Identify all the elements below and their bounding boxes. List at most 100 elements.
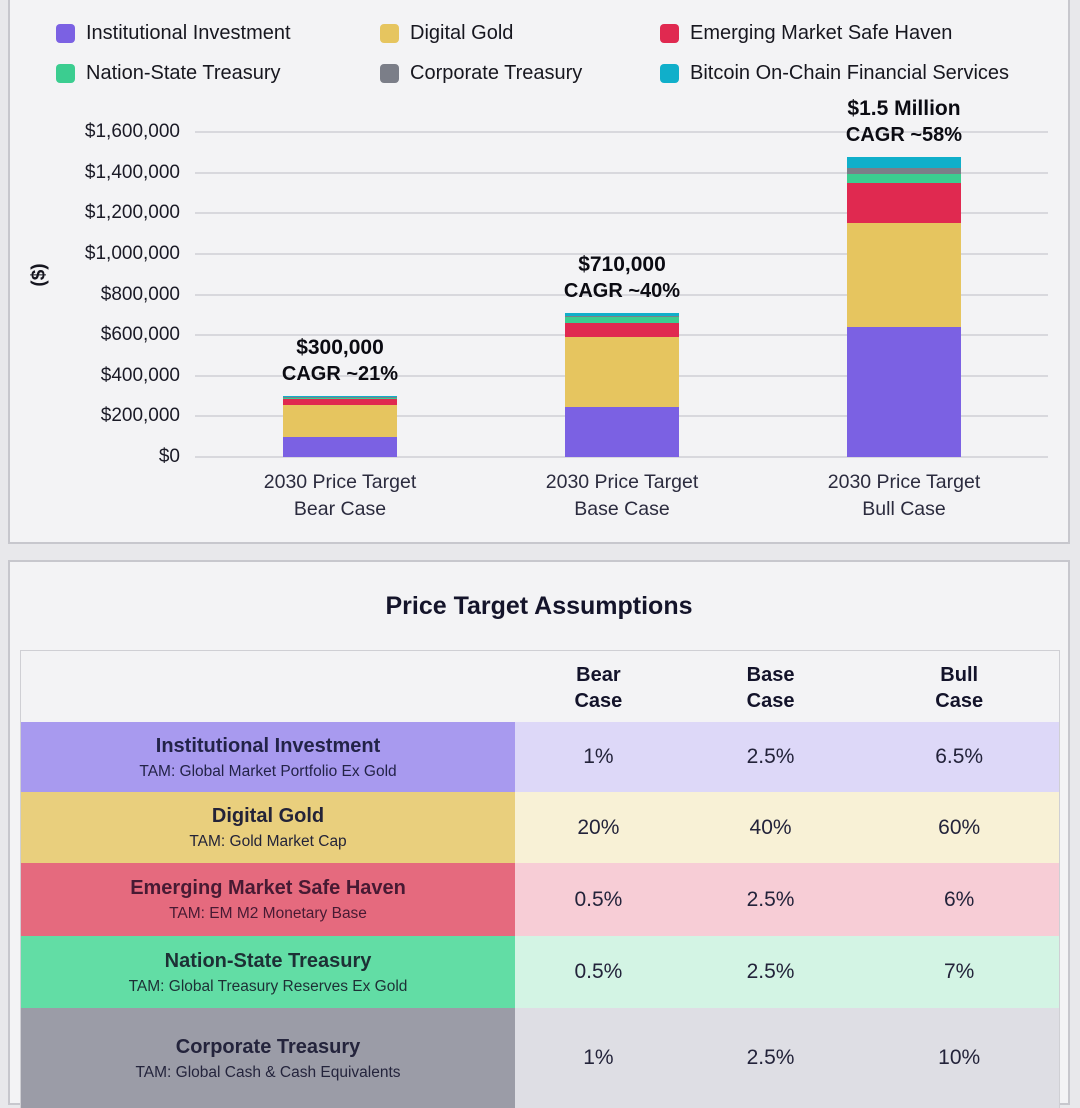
gridline: [195, 293, 1048, 296]
legend-swatch-icon: [380, 23, 399, 43]
gridline: [195, 456, 1048, 458]
row-value-cell: 40%: [681, 792, 860, 863]
row-title: Nation-State Treasury: [164, 949, 372, 972]
y-axis-tick-label: $1,200,000: [84, 202, 180, 224]
x-label-line1: 2030 Price Target: [827, 471, 981, 493]
y-axis-tick-label: $800,000: [100, 283, 180, 305]
legend-swatch-icon: [380, 63, 399, 83]
x-axis-category-label: 2030 Price Target Bull Case: [754, 469, 1054, 523]
bar-segment: [565, 316, 679, 318]
assumptions-panel: Price Target Assumptions Bear Case Base Cas…: [8, 560, 1070, 1108]
row-value-cell: 2.5%: [681, 722, 860, 792]
table-row: Corporate Treasury TAM: Global Cash & Cas…: [21, 1008, 1059, 1108]
bar-annotation: $1.5 Million CAGR ~58%: [754, 95, 1054, 148]
assumptions-table: Bear Case Base Case Bull Case Institutional In…: [20, 650, 1060, 1108]
legend-label: Emerging Market Safe Haven: [690, 21, 953, 44]
row-title: Corporate Treasury: [175, 1035, 361, 1058]
row-value-cell: 6.5%: [859, 722, 1059, 792]
row-value-cell: 20%: [515, 792, 682, 863]
y-axis-tick-label: $600,000: [100, 324, 180, 346]
y-axis-tick-label: $1,600,000: [84, 121, 180, 142]
bar-segment: [565, 337, 679, 408]
bar-annotation: $300,000 CAGR ~21%: [190, 334, 490, 387]
row-value-cell: 7%: [859, 936, 1059, 1008]
bar-segment: [847, 327, 961, 457]
annotation-price: $300,000: [296, 336, 384, 360]
table-header-row: Bear Case Base Case Bull Case: [21, 651, 1059, 722]
table-row: Emerging Market Safe Haven TAM: EM M2 Mon…: [21, 863, 1059, 936]
table-title: Price Target Assumptions: [385, 592, 693, 620]
row-value-cell: 2.5%: [681, 936, 860, 1008]
table-row: Nation-State Treasury TAM: Global Treasur…: [21, 936, 1059, 1008]
x-label-line1: 2030 Price Target: [545, 471, 699, 493]
row-value-cell: 1%: [515, 722, 682, 792]
bar-annotation: $710,000 CAGR ~40%: [472, 251, 772, 304]
y-axis-tick-label: $400,000: [100, 364, 180, 386]
row-label-cell: Nation-State Treasury TAM: Global Treasur…: [21, 936, 516, 1008]
bar-segment: [565, 407, 679, 457]
x-label-line2: Bull Case: [862, 498, 946, 520]
header-line2: Case: [574, 690, 623, 712]
row-value-cell: 0.5%: [515, 863, 682, 936]
header-line1: Bull: [940, 664, 979, 686]
gridline: [195, 131, 1048, 133]
x-axis-category-label: 2030 Price Target Base Case: [472, 469, 772, 523]
bar-segment: [283, 397, 397, 400]
row-value-cell: 6%: [859, 863, 1059, 936]
y-axis-tick-label: $0: [158, 446, 180, 467]
bar-segment: [565, 317, 679, 323]
legend-label: Digital Gold: [410, 21, 514, 44]
legend-item: Nation-State Treasury: [56, 60, 281, 86]
row-title: Institutional Investment: [155, 734, 381, 757]
legend-item: Emerging Market Safe Haven: [660, 20, 952, 46]
table-header-cell: Base Case: [682, 651, 860, 722]
annotation-cagr: CAGR ~40%: [563, 279, 681, 302]
row-tam: TAM: Gold Market Cap: [189, 833, 347, 850]
legend-label: Corporate Treasury: [410, 61, 583, 84]
legend-swatch-icon: [660, 63, 679, 83]
bitcoin-price-target-infographic: { "legend": { "items": [ {"label": "Inst…: [8, 0, 1070, 1108]
gridline: [195, 171, 1048, 174]
row-value-cell: 10%: [859, 1008, 1059, 1108]
bar-segment: [847, 223, 961, 327]
row-label-cell: Digital Gold TAM: Gold Market Cap: [21, 792, 516, 863]
legend-item: Bitcoin On-Chain Financial Services: [660, 60, 1009, 86]
bar-segment: [283, 436, 397, 457]
bar-segment: [283, 396, 397, 398]
row-value-cell: 60%: [859, 792, 1059, 863]
row-value-cell: 1%: [515, 1008, 682, 1108]
bar-segment: [283, 399, 397, 405]
row-tam: TAM: Global Cash & Cash Equivalents: [135, 1063, 401, 1081]
row-label-cell: Emerging Market Safe Haven TAM: EM M2 Mon…: [21, 863, 516, 936]
row-title: Emerging Market Safe Haven: [130, 877, 406, 899]
row-tam: TAM: EM M2 Monetary Base: [169, 905, 367, 922]
row-value-cell: 2.5%: [681, 1008, 860, 1108]
table-header-cell: Bear Case: [515, 651, 682, 722]
bar-segment: [283, 397, 397, 398]
legend-label: Bitcoin On-Chain Financial Services: [690, 61, 1010, 84]
row-label-cell: Corporate Treasury TAM: Global Cash & Cas…: [21, 1008, 516, 1108]
table-row: Digital Gold TAM: Gold Market Cap 20% 40% 60…: [21, 792, 1059, 863]
header-line2: Case: [746, 690, 795, 712]
legend-item: Digital Gold: [380, 20, 513, 46]
gridline: [195, 212, 1048, 215]
x-axis-category-label: 2030 Price Target Bear Case: [190, 469, 490, 523]
header-line1: Bear: [576, 664, 621, 686]
x-label-line2: Base Case: [574, 498, 670, 520]
table-header-cell: Bull Case: [859, 651, 1059, 722]
row-value-cell: 2.5%: [681, 863, 860, 936]
row-label-cell: Institutional Investment TAM: Global Mark…: [21, 722, 516, 792]
annotation-cagr: CAGR ~21%: [281, 363, 399, 386]
bar-segment: [565, 312, 679, 317]
bar-segment: [847, 173, 961, 183]
legend-item: Corporate Treasury: [380, 60, 582, 86]
annotation-price: $710,000: [578, 252, 666, 276]
chart-panel: Institutional Investment Digital Gold Emer…: [8, 0, 1070, 544]
header-line1: Base: [746, 664, 795, 686]
bar-segment: [847, 182, 961, 224]
y-axis-tick-label: $1,400,000: [84, 161, 180, 183]
row-value-cell: 0.5%: [515, 936, 682, 1008]
row-title: Digital Gold: [211, 805, 325, 827]
annotation-cagr: CAGR ~58%: [845, 124, 963, 147]
legend-swatch-icon: [56, 63, 75, 83]
